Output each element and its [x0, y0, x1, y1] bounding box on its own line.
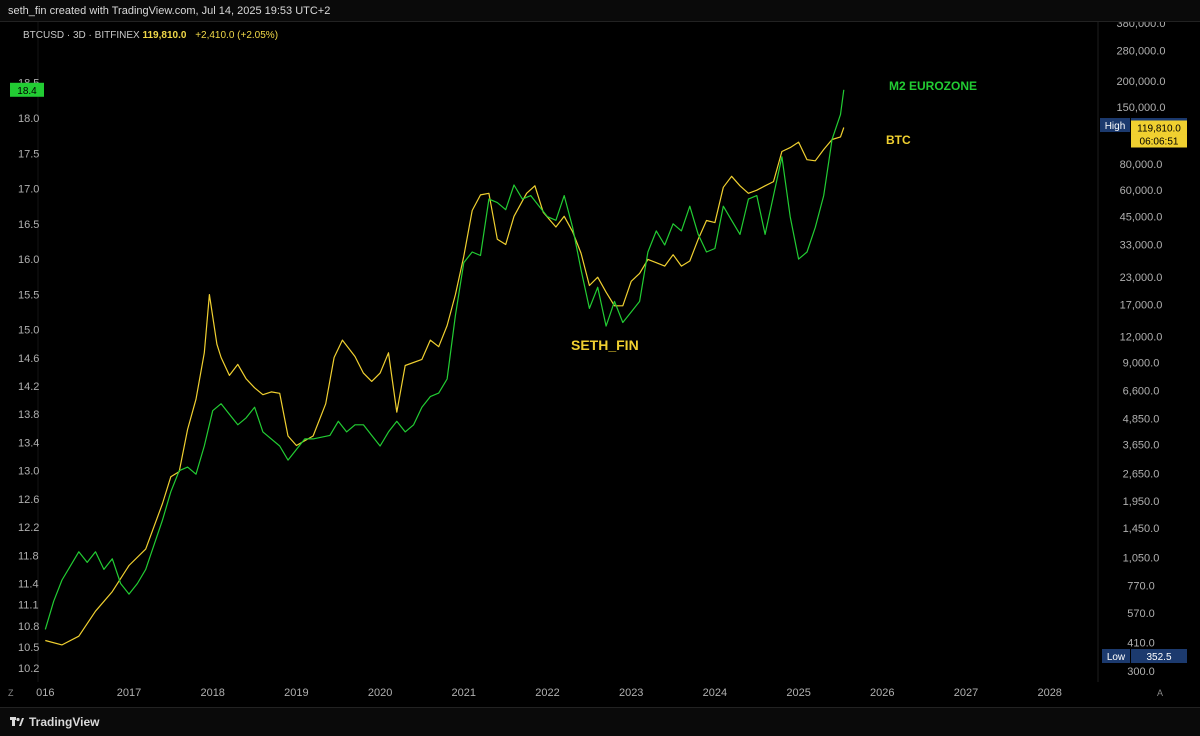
x-axis: 016 2017 2018 2019 2020 2021 2022 2023 2024 2025 2… [8, 687, 1163, 699]
right-tick-label: 2,650.0 [1123, 468, 1160, 480]
low-value-bg [1131, 649, 1187, 663]
symbol-legend: BTCUSD · 3D · BITFINEX 119,810.0 +2,410.… [23, 30, 278, 41]
axis-badges: High123,120.0119,810.006:06:51Low352.518… [10, 82, 1187, 663]
right-tick-label: 1,950.0 [1123, 496, 1160, 508]
right-tick-label: 23,000.0 [1120, 272, 1163, 284]
chart-annotations: M2 EUROZONE BTC SETH_FIN [571, 79, 977, 353]
high-label-bg [1100, 118, 1130, 133]
right-tick-label: 80,000.0 [1120, 159, 1163, 171]
brand-name: TradingView [29, 715, 100, 729]
left-tick-label: 10.2 [18, 663, 39, 675]
right-tick-label: 280,000.0 [1117, 45, 1166, 57]
right-tick-label: 60,000.0 [1120, 185, 1163, 197]
x-tick-label: 2025 [786, 687, 810, 699]
right-tick-label: 12,000.0 [1120, 331, 1163, 343]
m2-series-line [44, 89, 845, 630]
x-tick-label: 2027 [954, 687, 978, 699]
right-tick-label: 200,000.0 [1117, 76, 1166, 88]
legend-change: +2,410.0 (+2.05%) [195, 30, 279, 41]
left-tick-label: 13.0 [18, 466, 39, 478]
auto-scale-toggle[interactable]: A [1157, 688, 1163, 698]
left-tick-label: 11.8 [18, 550, 39, 562]
left-tick-label: 12.6 [18, 494, 39, 506]
series-lines [44, 89, 845, 646]
low-label-bg [1102, 649, 1130, 663]
left-tick-label: 16.0 [18, 254, 39, 266]
m2-current-badge: 18.4 [17, 86, 37, 97]
x-tick-label: 2026 [870, 687, 894, 699]
x-tick-label: 2028 [1037, 687, 1061, 699]
x-tick-label: 2019 [284, 687, 308, 699]
low-value: 352.5 [1146, 652, 1171, 663]
left-tick-label: 15.5 [18, 289, 39, 301]
current-price-badge: 119,810.0 [1137, 123, 1181, 134]
bar-countdown-bg [1131, 134, 1187, 148]
footer-bar: TradingView [0, 707, 1200, 736]
annotation-m2-eurozone: M2 EUROZONE [889, 79, 977, 93]
left-tick-label: 10.8 [18, 621, 39, 633]
m2-current-badge-bg [10, 82, 44, 97]
low-label: Low [1107, 652, 1126, 663]
left-tick-label: 17.5 [18, 148, 39, 160]
right-tick-label: 6,600.0 [1123, 386, 1160, 398]
x-tick-label: 2023 [619, 687, 643, 699]
chart-background [0, 22, 1200, 707]
right-tick-label: 4,850.0 [1123, 413, 1160, 425]
right-tick-label: 45,000.0 [1120, 211, 1163, 223]
left-tick-label: 16.5 [18, 219, 39, 231]
legend-price: 119,810.0 [142, 30, 187, 41]
left-tick-label: 14.6 [18, 353, 39, 365]
left-tick-label: 13.4 [18, 437, 39, 449]
right-tick-label: 3,650.0 [1123, 439, 1160, 451]
x-tick-label: 2017 [117, 687, 141, 699]
left-tick-label: 18.0 [18, 113, 39, 125]
right-tick-label: 1,050.0 [1123, 552, 1160, 564]
x-tick-label: 016 [36, 687, 54, 699]
right-tick-label: 150,000.0 [1117, 102, 1166, 114]
snapshot-title: seth_fin created with TradingView.com, J… [0, 0, 1200, 22]
right-tick-label: 570.0 [1127, 608, 1155, 620]
right-tick-label: 1,450.0 [1123, 523, 1160, 535]
x-tick-label: 2021 [452, 687, 476, 699]
right-tick-label: 17,000.0 [1120, 300, 1163, 312]
right-tick-label: 33,000.0 [1120, 239, 1163, 251]
left-tick-label: 11.1 [18, 600, 39, 612]
zoom-toggle[interactable]: Z [8, 688, 14, 698]
right-tick-label: 300.0 [1127, 666, 1155, 678]
left-tick-label: 13.8 [18, 409, 39, 421]
btc-series-line [45, 127, 845, 646]
right-tick-label: 410.0 [1127, 638, 1155, 650]
x-tick-label: 2020 [368, 687, 392, 699]
price-chart[interactable]: 016 2017 2018 2019 2020 2021 2022 2023 2024 2025 2… [0, 22, 1200, 707]
right-tick-label: 9,000.0 [1123, 357, 1160, 369]
left-tick-label: 14.2 [18, 381, 39, 393]
annotation-btc: BTC [886, 133, 911, 147]
right-tick-label: 770.0 [1127, 580, 1155, 592]
left-tick-label: 11.4 [18, 579, 39, 591]
high-label: High [1105, 121, 1126, 132]
x-tick-label: 2024 [703, 687, 727, 699]
x-tick-label: 2022 [535, 687, 559, 699]
left-tick-label: 12.2 [18, 522, 39, 534]
tradingview-logo-icon[interactable] [10, 716, 24, 728]
symbol-info: BTCUSD · 3D · BITFINEX [23, 30, 140, 41]
left-tick-label: 15.0 [18, 325, 39, 337]
annotation-seth-fin: SETH_FIN [571, 337, 639, 353]
right-tick-label: 380,000.0 [1117, 22, 1166, 30]
left-tick-label: 10.5 [18, 642, 39, 654]
x-tick-label: 2018 [200, 687, 224, 699]
bar-countdown: 06:06:51 [1140, 136, 1179, 147]
current-price-badge-bg [1131, 120, 1187, 135]
left-tick-label: 17.0 [18, 184, 39, 196]
right-axis: 380,000.0 280,000.0 200,000.0 150,000.0 80,0… [1117, 22, 1166, 678]
